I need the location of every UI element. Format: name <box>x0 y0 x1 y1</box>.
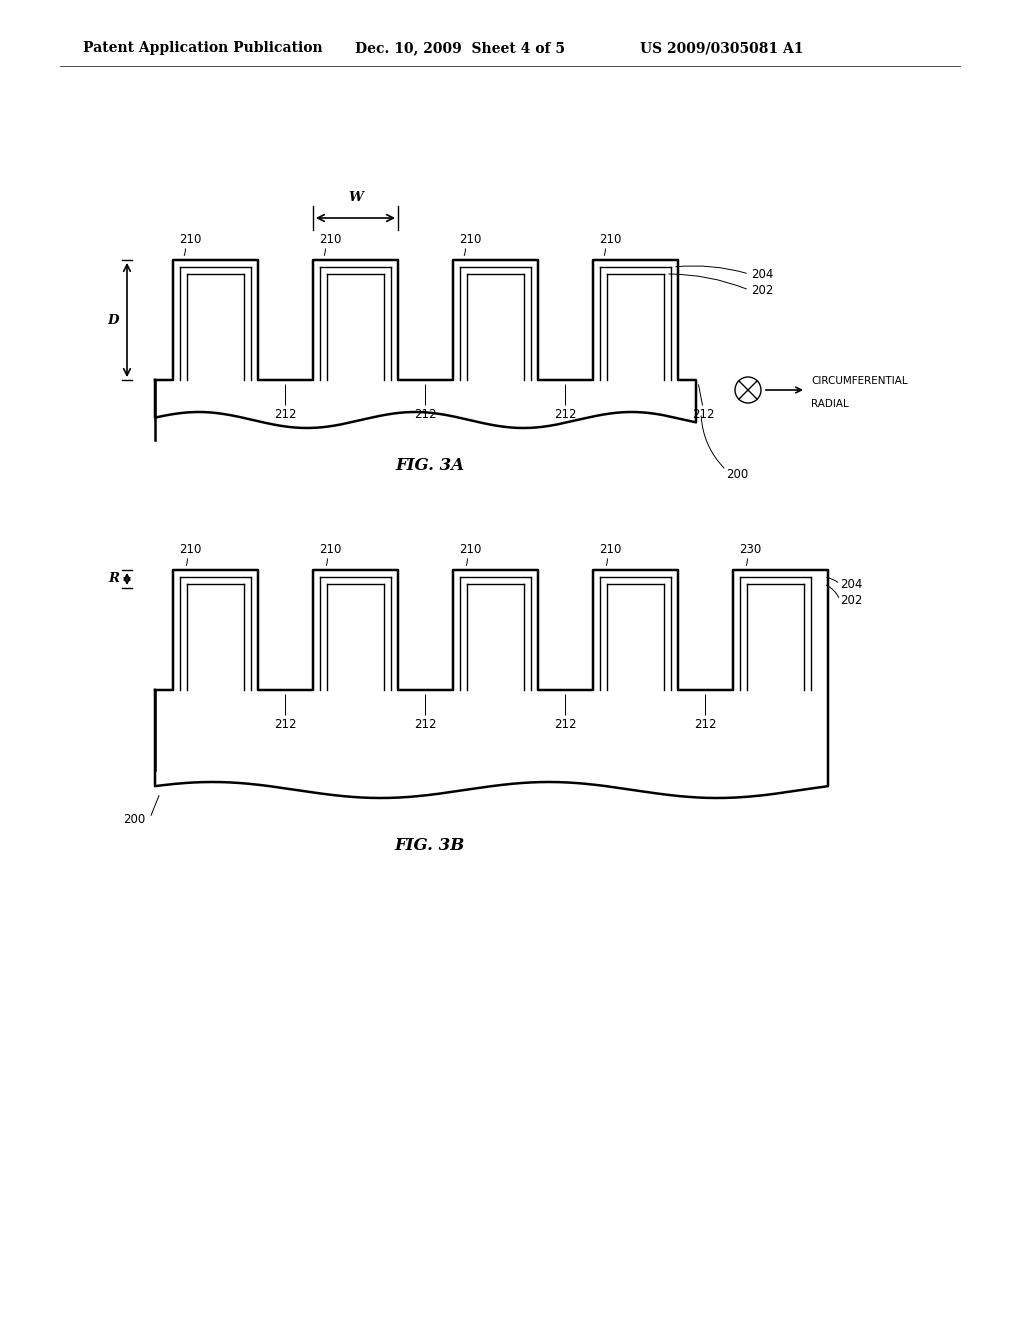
Bar <box>678 570 733 690</box>
Text: 212: 212 <box>274 408 297 421</box>
Text: 210: 210 <box>459 234 481 246</box>
Bar <box>327 583 384 690</box>
Text: Patent Application Publication: Patent Application Publication <box>83 41 323 55</box>
Bar <box>453 570 538 690</box>
Bar <box>733 570 818 690</box>
Text: 212: 212 <box>694 718 717 731</box>
Text: 210: 210 <box>179 543 202 556</box>
Text: FIG. 3B: FIG. 3B <box>395 837 465 854</box>
Bar <box>155 690 828 803</box>
Text: 204: 204 <box>751 268 773 281</box>
Text: 210: 210 <box>319 543 341 556</box>
Text: 212: 212 <box>554 718 577 731</box>
Text: 210: 210 <box>599 234 622 246</box>
Text: 200: 200 <box>726 469 749 482</box>
Text: FIG. 3A: FIG. 3A <box>395 457 465 474</box>
Text: W: W <box>348 191 362 205</box>
Bar <box>538 570 593 690</box>
Text: RADIAL: RADIAL <box>811 399 849 409</box>
Text: 212: 212 <box>415 408 437 421</box>
Text: CIRCUMFERENTIAL: CIRCUMFERENTIAL <box>811 376 907 385</box>
Text: 210: 210 <box>319 234 341 246</box>
Text: 212: 212 <box>415 718 437 731</box>
Text: 230: 230 <box>739 543 761 556</box>
Text: 210: 210 <box>599 543 622 556</box>
Text: 202: 202 <box>840 594 862 606</box>
Text: Dec. 10, 2009  Sheet 4 of 5: Dec. 10, 2009 Sheet 4 of 5 <box>355 41 565 55</box>
Text: 202: 202 <box>751 284 773 297</box>
Bar <box>398 570 453 690</box>
Text: 212: 212 <box>554 408 577 421</box>
Bar <box>746 583 804 690</box>
Bar <box>173 570 258 690</box>
Text: R: R <box>108 573 119 586</box>
Text: 212: 212 <box>692 408 715 421</box>
Bar <box>258 570 313 690</box>
Text: 210: 210 <box>179 234 202 246</box>
Text: 204: 204 <box>840 578 862 590</box>
Bar <box>467 583 524 690</box>
Text: D: D <box>108 314 119 326</box>
Text: US 2009/0305081 A1: US 2009/0305081 A1 <box>640 41 804 55</box>
Bar <box>187 583 244 690</box>
Text: 210: 210 <box>459 543 481 556</box>
Text: 212: 212 <box>274 718 297 731</box>
Text: 200: 200 <box>123 813 145 826</box>
Bar <box>593 570 678 690</box>
Bar <box>607 583 664 690</box>
Bar <box>313 570 398 690</box>
